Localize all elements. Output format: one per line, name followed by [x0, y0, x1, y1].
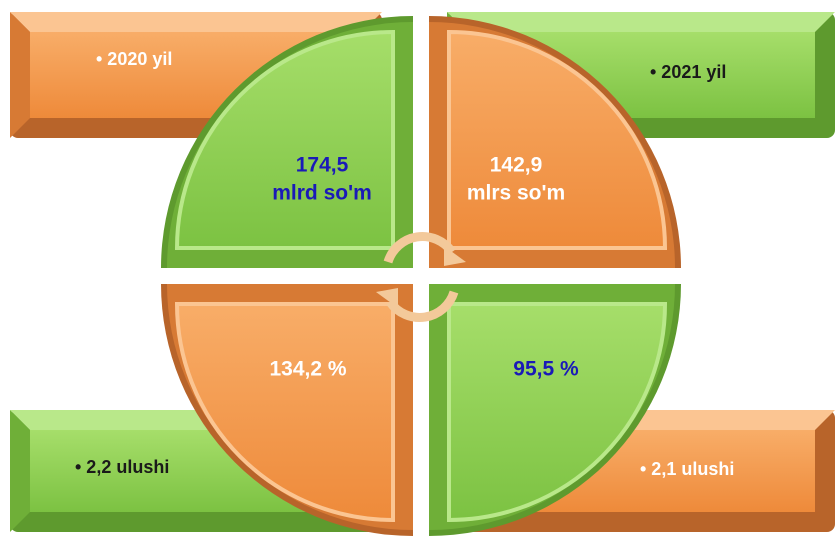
box-bevel: [10, 12, 382, 32]
box-bevel: [10, 410, 30, 532]
arrow-arc: [386, 290, 459, 322]
arrow-head: [444, 246, 466, 266]
quadrant-face: [174, 29, 395, 250]
cycle-arrows: [376, 232, 466, 322]
quadrant-value: 174,5: [296, 154, 349, 177]
arrow-head: [376, 288, 398, 308]
corner-label: • 2,2 ulushi: [75, 457, 169, 477]
quadrant-unit: mlrs so'm: [467, 182, 565, 205]
corner-label: • 2021 yil: [650, 62, 726, 82]
quadrants: [161, 16, 681, 536]
corner-label: • 2020 yil: [96, 49, 172, 69]
quadrant-unit: mlrd so'm: [272, 182, 372, 205]
quadrant-face: [447, 29, 668, 250]
quadrant-face: [447, 302, 668, 523]
box-bevel: [447, 12, 835, 32]
corner-label: • 2,1 ulushi: [640, 459, 734, 479]
corner-boxes: [10, 12, 835, 532]
quadrant-value: 134,2 %: [269, 358, 346, 381]
labels: • 2020 yil • 2021 yil • 2,2 ulushi • 2,1…: [75, 49, 734, 479]
quadrant-face: [174, 302, 395, 523]
quadrant-value: 142,9: [490, 154, 543, 177]
quadrant-value: 95,5 %: [513, 358, 579, 381]
box-bevel: [10, 12, 30, 138]
arrow-arc: [383, 232, 456, 264]
